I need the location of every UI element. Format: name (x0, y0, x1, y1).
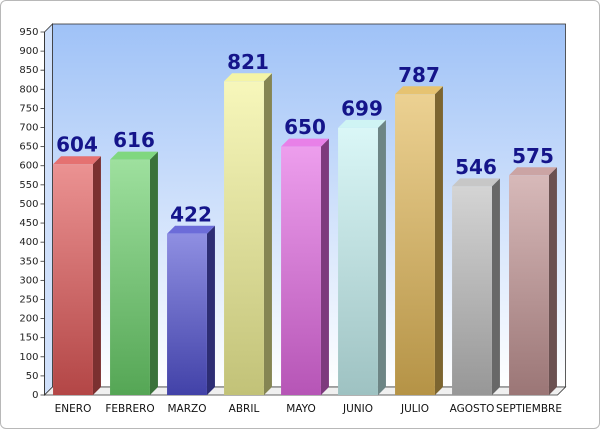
value-label: 546 (455, 155, 497, 179)
bar-side (92, 156, 101, 395)
y-tick-label: 350 (19, 256, 38, 267)
y-tick-label: 700 (19, 123, 38, 134)
bar-top (509, 167, 557, 176)
bar-front (224, 81, 264, 396)
bar (167, 225, 215, 395)
bar-top (224, 73, 272, 82)
bar-side (149, 151, 158, 395)
y-tick-label: 500 (19, 199, 38, 210)
y-tick-label: 550 (19, 180, 38, 191)
bar-top (53, 156, 101, 165)
x-tick-label: MAYO (286, 403, 316, 415)
bar (281, 138, 329, 395)
value-label: 575 (512, 144, 554, 168)
value-label: 616 (113, 128, 155, 152)
bar-side (320, 138, 329, 395)
value-label: 604 (56, 133, 98, 157)
bar-top (452, 178, 500, 187)
x-tick-label: SEPTIEMBRE (496, 403, 562, 415)
bar (452, 178, 500, 395)
bar-top (281, 138, 329, 147)
bar-side (434, 86, 443, 396)
bar (53, 156, 101, 395)
x-tick-label: ENERO (55, 403, 92, 415)
y-tick-label: 150 (19, 333, 38, 344)
value-label: 821 (227, 50, 269, 74)
bar-front (53, 164, 93, 395)
side-wall (44, 23, 53, 396)
bar-front (338, 127, 378, 396)
y-tick-label: 100 (19, 352, 38, 363)
x-tick-label: FEBRERO (105, 403, 154, 415)
bar-top (338, 119, 386, 128)
bar (224, 73, 272, 396)
bar-side (548, 167, 557, 395)
y-tick-label: 950 (19, 27, 38, 38)
value-label: 787 (398, 63, 440, 87)
bar-front (395, 94, 435, 396)
bar-top (110, 151, 158, 160)
y-tick-label: 800 (19, 84, 38, 95)
y-tick-label: 250 (19, 294, 38, 305)
value-label: 699 (341, 96, 383, 120)
bar (395, 86, 443, 396)
bar-top (395, 86, 443, 95)
bar (110, 151, 158, 395)
bar-front (452, 186, 492, 395)
y-tick-label: 750 (19, 103, 38, 114)
bar-top (167, 225, 215, 234)
y-tick-label: 200 (19, 314, 38, 325)
y-tick-label: 900 (19, 46, 38, 57)
y-tick-label: 650 (19, 142, 38, 153)
value-label: 422 (170, 202, 212, 226)
value-label: 650 (284, 115, 326, 139)
bar-side (377, 119, 386, 396)
y-tick-label: 400 (19, 237, 38, 248)
bar-side (206, 225, 215, 395)
y-tick-label: 300 (19, 275, 38, 286)
y-tick-label: 450 (19, 218, 38, 229)
x-tick-label: MARZO (168, 403, 207, 415)
bar (338, 119, 386, 396)
y-tick-label: 850 (19, 65, 38, 76)
x-tick-label: ABRIL (229, 403, 260, 415)
y-tick-label: 50 (26, 371, 39, 382)
x-tick-label: JUNIO (342, 403, 373, 415)
bar-side (263, 73, 272, 396)
bar-front (509, 175, 549, 395)
bar (509, 167, 557, 395)
bar-front (281, 146, 321, 395)
bar-side (491, 178, 500, 395)
bar-front (167, 233, 207, 395)
y-tick-label: 600 (19, 161, 38, 172)
y-tick-label: 0 (32, 390, 38, 401)
x-tick-label: JULIO (400, 403, 429, 415)
x-tick-label: AGOSTO (450, 403, 495, 415)
bar-front (110, 159, 150, 395)
